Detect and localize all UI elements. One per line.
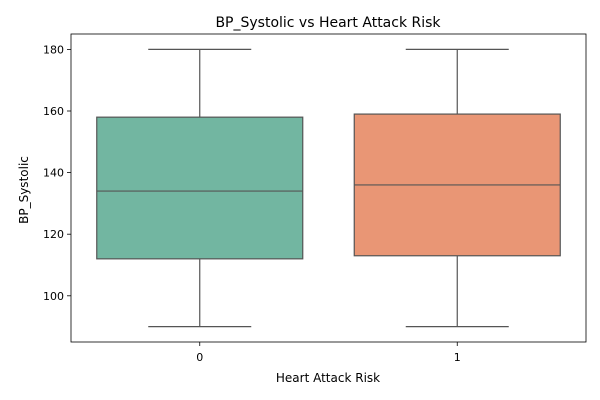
x-tick-label: 0 [196,351,203,364]
y-tick-label: 140 [43,167,64,180]
plot-area [70,33,587,343]
y-tick-label: 180 [43,43,64,56]
y-tick-label: 160 [43,105,64,118]
x-axis-label: Heart Attack Risk [276,371,380,385]
y-axis-label: BP_Systolic [17,156,31,224]
x-tick-label: 1 [454,351,461,364]
y-axis: 100 120 140 160 180 [43,43,71,303]
box-group-0 [96,48,304,328]
iqr-box [96,116,304,260]
chart-title: BP_Systolic vs Heart Attack Risk [215,15,441,31]
y-tick-label: 120 [43,228,64,241]
plot-frame [70,33,587,343]
y-tick-label: 100 [43,290,64,303]
box-group-1 [353,48,561,328]
